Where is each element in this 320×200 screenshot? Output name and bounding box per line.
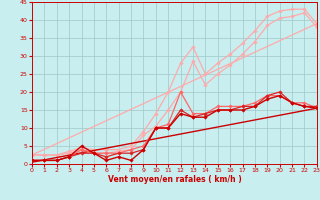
X-axis label: Vent moyen/en rafales ( km/h ): Vent moyen/en rafales ( km/h ) xyxy=(108,175,241,184)
